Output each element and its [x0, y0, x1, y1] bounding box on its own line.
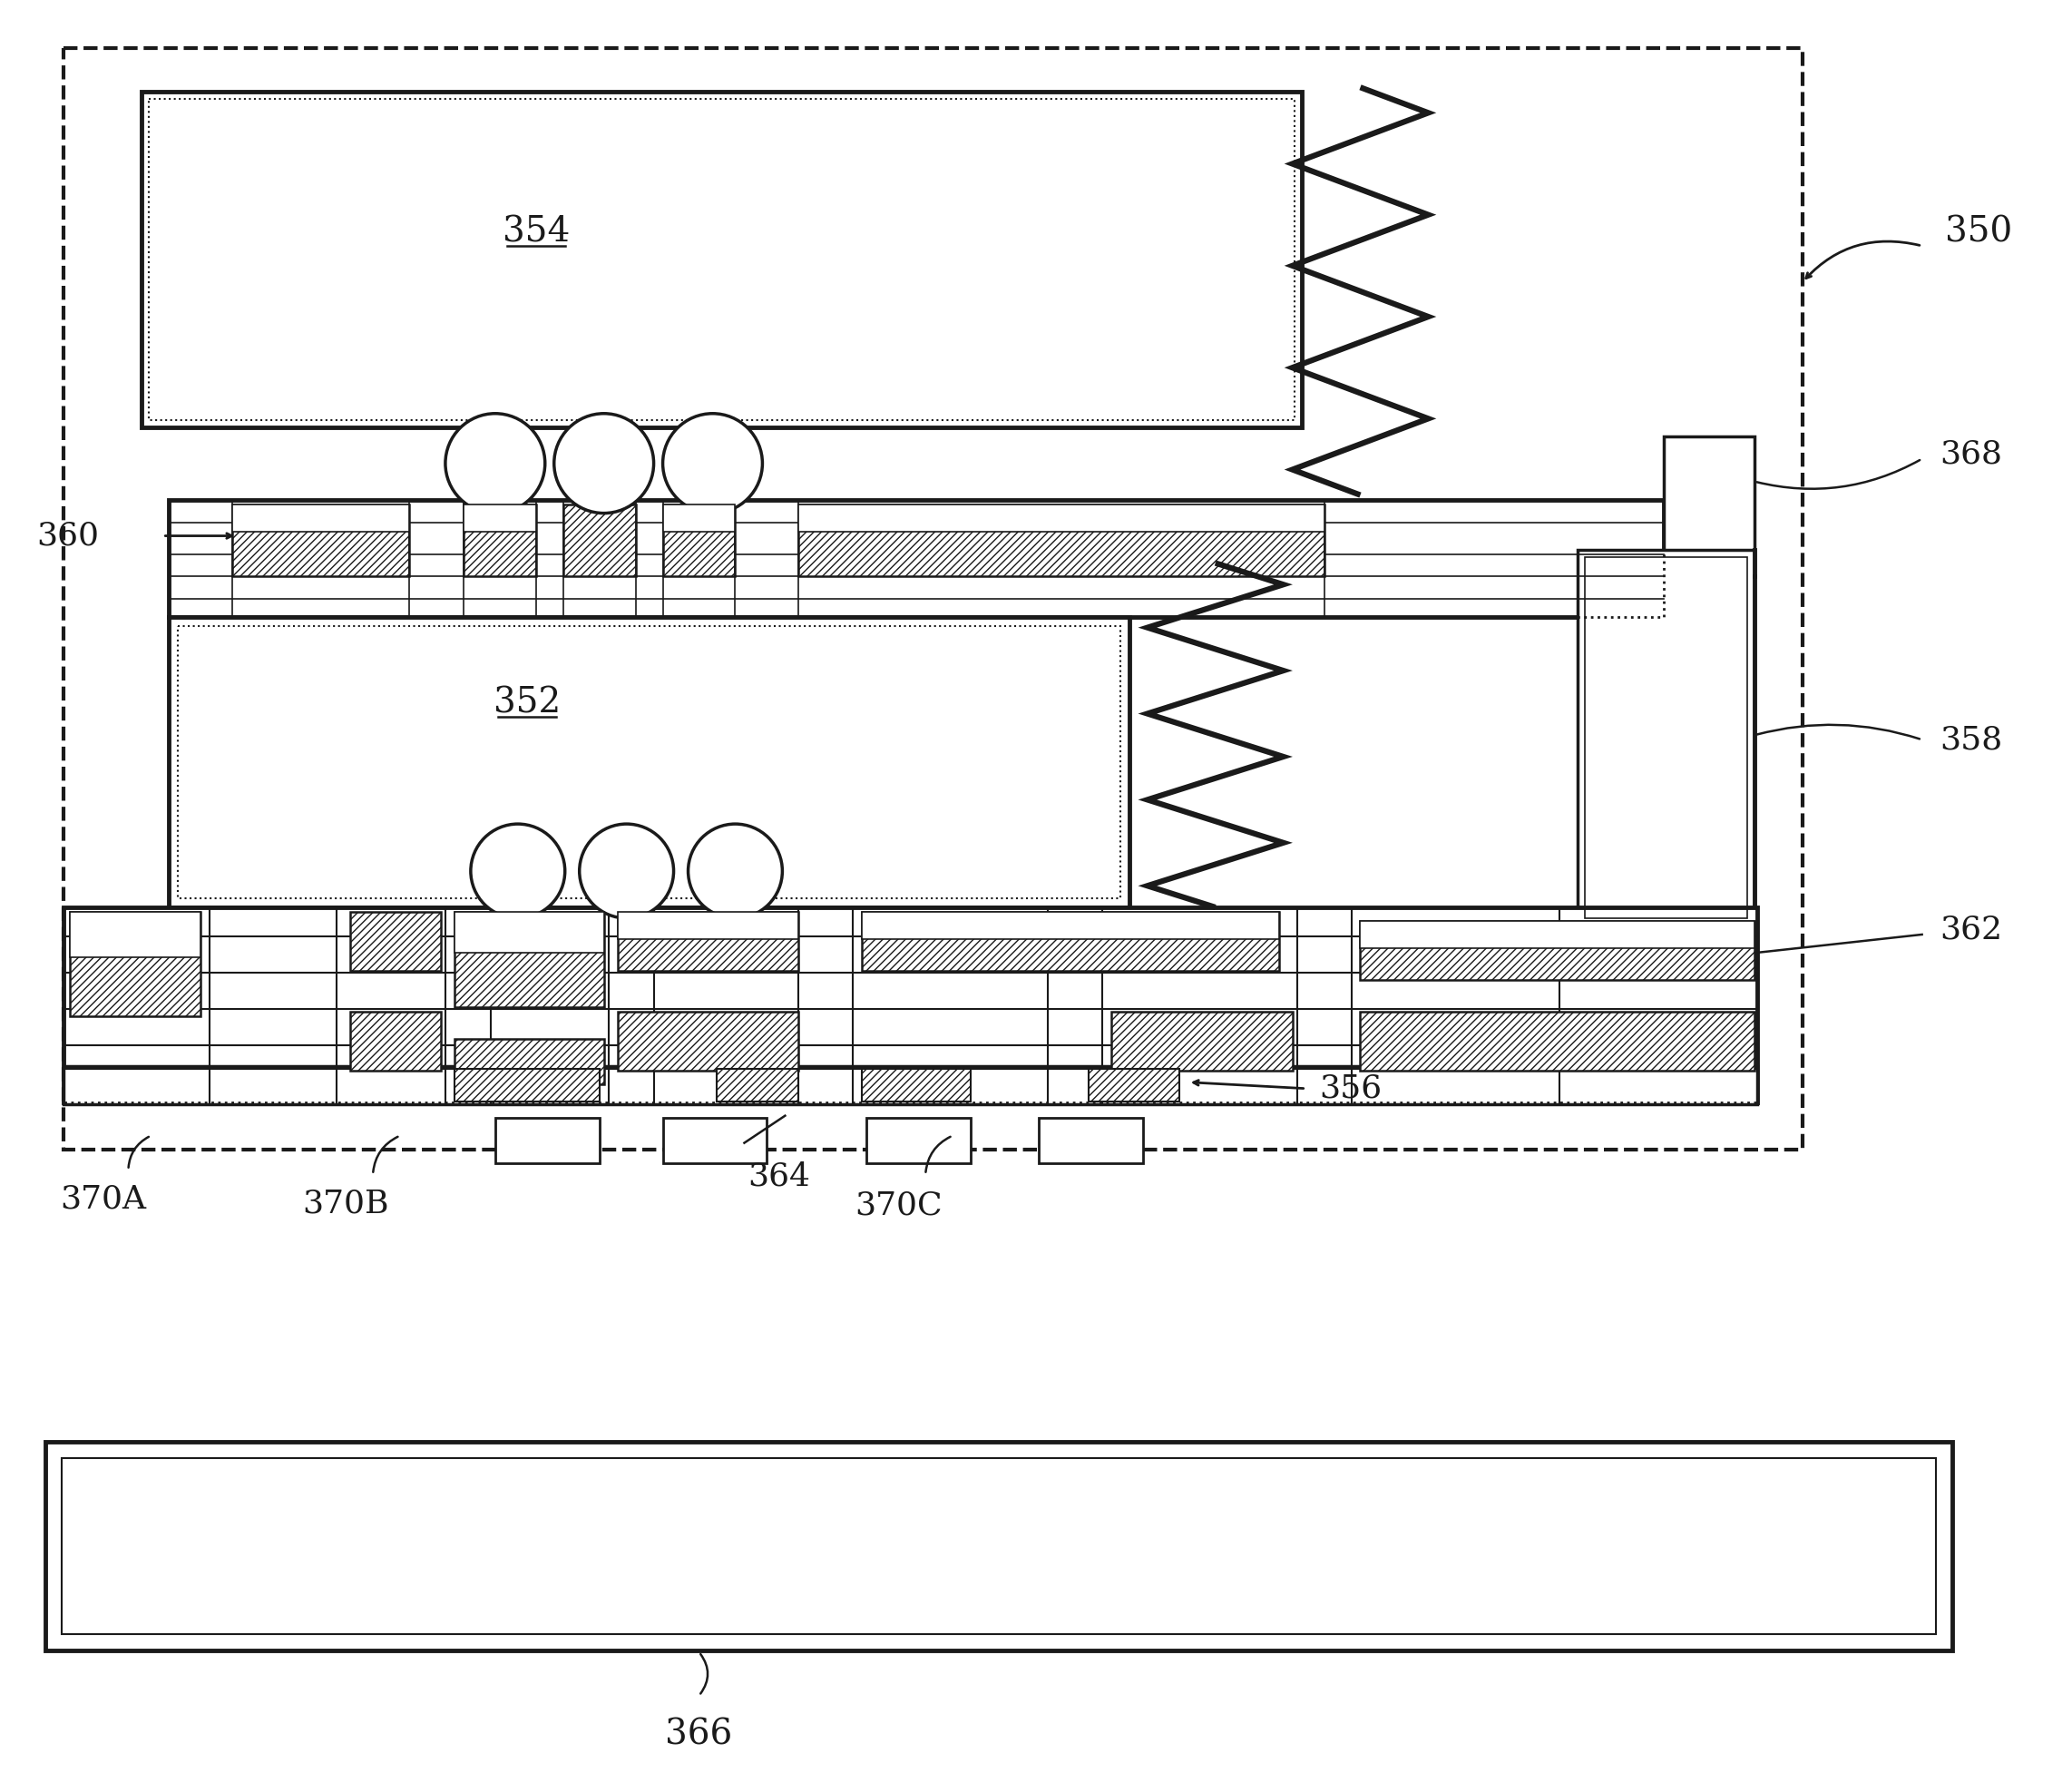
Bar [1111, 1011, 1293, 1070]
Text: 356: 356 [1320, 1073, 1382, 1104]
Bar [68, 912, 201, 1016]
Bar [564, 504, 636, 577]
Bar [798, 504, 1324, 530]
Circle shape [688, 824, 783, 918]
Text: 360: 360 [37, 520, 99, 552]
Bar [454, 912, 603, 953]
Bar [1577, 550, 1755, 925]
Bar [350, 1011, 441, 1070]
Bar [663, 504, 736, 530]
Bar [149, 99, 1295, 419]
Bar [495, 1118, 599, 1163]
Bar [232, 504, 408, 530]
Bar [62, 1066, 1757, 1104]
Bar [454, 1039, 603, 1084]
Bar [1361, 921, 1755, 948]
Bar [232, 504, 408, 577]
Circle shape [445, 414, 545, 513]
Bar [1585, 557, 1747, 918]
Bar [798, 504, 1324, 577]
Bar [663, 1118, 767, 1163]
Bar [862, 1068, 972, 1102]
Text: 352: 352 [493, 686, 562, 720]
Bar [1361, 921, 1755, 980]
Bar [170, 618, 1129, 907]
Circle shape [580, 824, 673, 918]
Circle shape [663, 414, 762, 513]
Bar [1361, 1011, 1755, 1070]
Bar [62, 1459, 1935, 1634]
Bar [454, 912, 603, 1007]
Bar [454, 1068, 599, 1102]
Bar [617, 912, 798, 971]
Circle shape [470, 824, 566, 918]
Bar [617, 912, 798, 939]
Bar [170, 500, 1664, 618]
Bar [178, 627, 1121, 898]
Bar [862, 912, 1278, 939]
Text: 364: 364 [748, 1161, 810, 1192]
Bar [46, 1443, 1952, 1650]
Bar [663, 504, 736, 577]
Text: 368: 368 [1939, 439, 2004, 470]
Bar [464, 504, 537, 530]
Bar [68, 912, 201, 957]
Bar [866, 1118, 972, 1163]
Bar [717, 1068, 798, 1102]
Bar [1664, 435, 1755, 577]
Bar [62, 48, 1803, 1149]
Bar [62, 907, 1757, 1102]
Bar [464, 504, 537, 577]
Text: 370B: 370B [303, 1188, 390, 1219]
Text: 366: 366 [665, 1719, 733, 1753]
Bar [350, 912, 441, 971]
Text: 354: 354 [501, 215, 570, 249]
Bar [62, 907, 1757, 1102]
Text: 370A: 370A [60, 1185, 145, 1215]
Bar [141, 91, 1301, 426]
Text: 362: 362 [1939, 914, 2004, 946]
Text: 350: 350 [1946, 215, 2012, 249]
Text: 370C: 370C [854, 1190, 943, 1220]
Bar [617, 1011, 798, 1070]
Bar [1038, 1118, 1144, 1163]
Bar [1088, 1068, 1179, 1102]
Text: 358: 358 [1939, 724, 2004, 754]
Bar [170, 500, 1664, 618]
Circle shape [553, 414, 653, 513]
Bar [862, 912, 1278, 971]
